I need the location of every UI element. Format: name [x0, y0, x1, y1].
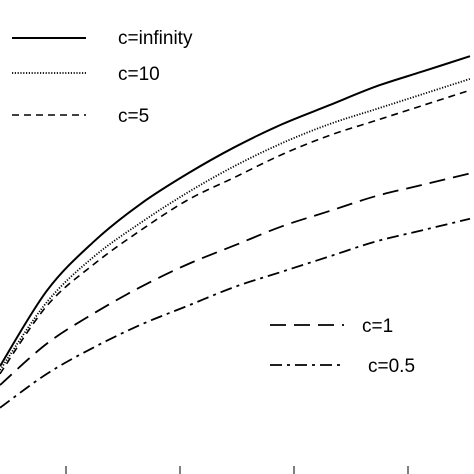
series-line-c-10 — [0, 78, 471, 371]
series-line-c-1 — [0, 172, 471, 386]
legend-label: c=0.5 — [368, 356, 415, 377]
legend-label: c=infinity — [118, 28, 193, 49]
legend-label: c=5 — [118, 106, 149, 127]
legend-top-left: c=infinity c=10 c=5 — [12, 28, 193, 127]
legend-bottom-right: c=1 c=0.5 — [270, 316, 415, 377]
x-axis-ticks — [65, 466, 409, 474]
legend-label: c=1 — [362, 316, 393, 337]
series-line-c-infinity — [0, 55, 471, 367]
series-line-c-0-5 — [0, 217, 471, 409]
series-line-c-5 — [0, 89, 471, 375]
legend-label: c=10 — [118, 64, 160, 85]
series-lines — [0, 55, 471, 409]
